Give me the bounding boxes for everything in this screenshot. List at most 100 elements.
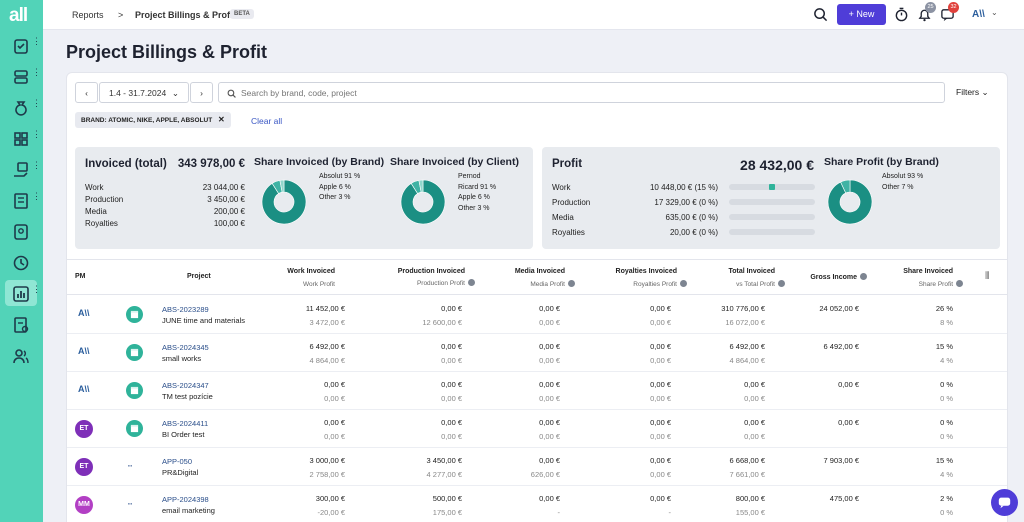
col-total-sub: vs Total Profit [657, 280, 785, 288]
search-field[interactable] [218, 82, 945, 103]
close-icon[interactable]: ✕ [218, 115, 225, 124]
cell-roy-profit: 0,00 € [650, 432, 671, 441]
sidebar-item-users[interactable] [5, 342, 37, 368]
cell-total-profit: 0,00 € [744, 394, 765, 403]
table-row[interactable]: A\\ ABS-2023289 JUNE time and materials 11 … [67, 296, 1007, 334]
app-logo[interactable]: all [9, 5, 28, 26]
col-work[interactable]: Work Invoiced [225, 267, 345, 275]
table-row[interactable]: A\\ ABS-2024347 TM test pozície 0,00 € 0,00 … [67, 372, 1007, 410]
table-row[interactable]: A\\ ABS-2024345 small works 6 492,00 € 4 864… [67, 334, 1007, 372]
sidebar-item-grid[interactable] [5, 125, 37, 151]
chat-bubble-icon [998, 497, 1011, 509]
table-row[interactable]: ET ▪▪▪ APP-050 PR&Digital 3 000,00 € 2 758,00… [67, 448, 1007, 486]
sidebar-item-report-doc[interactable] [5, 311, 37, 337]
donut-slice [418, 179, 424, 193]
col-production[interactable]: Production Invoiced [345, 267, 475, 275]
sidebar-item-contact-card[interactable] [5, 218, 37, 244]
col-royalties[interactable]: Royalties Invoiced [557, 267, 687, 275]
sidebar: all ⋮ ⋮ ⋮ ⋮ ⋮ ⋮ ⋮ [0, 0, 43, 522]
cell-media: 0,00 € [539, 494, 560, 503]
col-gross[interactable]: Gross Income [747, 273, 867, 281]
profit-media-bar [729, 214, 815, 220]
cell-roy: 0,00 € [650, 342, 671, 351]
cell-prod: 0,00 € [441, 418, 462, 427]
cell-prod-profit: 175,00 € [432, 508, 462, 517]
more-options-icon[interactable]: ⋮ [32, 36, 41, 46]
sidebar-item-clock[interactable] [5, 249, 37, 275]
cell-roy: 0,00 € [650, 380, 671, 389]
filters-button[interactable]: Filters ⌄ [956, 87, 989, 98]
info-icon[interactable] [956, 280, 963, 287]
table-row[interactable]: ET ABS-2024411 BI Order test 0,00 € 0,00 € 0,… [67, 410, 1007, 448]
share-profit-legend: Absolut 93 % Other 7 % [882, 172, 923, 193]
col-production-label: Production Invoiced [397, 268, 465, 275]
col-project[interactable]: Project [187, 273, 211, 280]
more-options-icon[interactable]: ⋮ [32, 160, 41, 170]
chat-icon[interactable] [940, 7, 955, 24]
date-range-picker[interactable]: 1.4 - 31.7.2024 ⌄ [99, 82, 189, 103]
project-code[interactable]: ABS-2023289 [162, 305, 209, 314]
breadcrumb-reports[interactable]: Reports [72, 10, 104, 20]
sidebar-item-bar-chart[interactable] [5, 280, 37, 306]
chevron-down-icon: ⌄ [171, 88, 179, 98]
brand-filter-chip: BRAND: ATOMIC, NIKE, APPLE, ABSOLUT ✕ [75, 112, 231, 128]
progress-fill [769, 184, 775, 190]
more-options-icon[interactable]: ⋮ [32, 67, 41, 77]
col-total-label: Total Invoiced [728, 268, 775, 275]
brand-store-icon [126, 344, 143, 361]
info-icon[interactable] [680, 280, 687, 287]
ledger-icon [14, 193, 28, 209]
search-input[interactable] [241, 86, 931, 100]
sidebar-item-stack[interactable] [5, 63, 37, 89]
share-brand-legend: Absolut 91 % Apple 6 % Other 3 % [319, 172, 360, 204]
search-icon[interactable] [813, 7, 828, 24]
chevron-down-icon[interactable]: ⌄ [991, 8, 998, 17]
project-code[interactable]: ABS-2024411 [162, 419, 209, 428]
col-pm[interactable]: PM [75, 273, 86, 280]
avatar[interactable]: MM [75, 496, 93, 514]
table-row[interactable]: MM ▪▪▪ APP-2024398 email marketing 300,00 € -… [67, 486, 1007, 522]
more-options-icon[interactable]: ⋮ [32, 129, 41, 139]
grid-icon [14, 132, 28, 146]
project-code[interactable]: ABS-2024347 [162, 381, 209, 390]
share-client-donut [400, 179, 446, 225]
project-name: TM test pozície [162, 392, 213, 401]
cell-share: 0 % [940, 380, 953, 389]
col-share-label: Share Invoiced [903, 268, 953, 275]
more-options-icon[interactable]: ⋮ [32, 98, 41, 108]
col-media[interactable]: Media Invoiced [445, 267, 575, 275]
brand-logo[interactable]: A\\ [972, 9, 985, 20]
new-button[interactable]: + New [837, 4, 886, 25]
donut-slice [827, 179, 873, 225]
cell-share-profit: 0 % [940, 508, 953, 517]
project-code[interactable]: ABS-2024345 [162, 343, 209, 352]
sidebar-item-ledger[interactable] [5, 187, 37, 213]
sidebar-item-clipboard-check[interactable] [5, 32, 37, 58]
column-settings-icon[interactable]: ⦀ [985, 271, 990, 282]
sidebar-item-hand-money[interactable] [5, 156, 37, 182]
more-options-icon[interactable]: ⋮ [32, 284, 41, 294]
invoiced-work-value: 23 044,00 € [202, 183, 245, 192]
more-options-icon[interactable]: ⋮ [32, 191, 41, 201]
sidebar-item-money-bag[interactable] [5, 94, 37, 120]
prev-period-button[interactable]: ‹ [75, 82, 98, 103]
info-icon[interactable] [860, 273, 867, 280]
col-total[interactable]: Total Invoiced [657, 267, 785, 275]
col-share[interactable]: Share Invoiced [843, 267, 963, 275]
clear-all-link[interactable]: Clear all [251, 116, 283, 126]
legend-item: Other 3 % [319, 194, 351, 201]
cell-media-profit: 626,00 € [530, 470, 560, 479]
cell-share: 15 % [935, 456, 953, 465]
profit-total: 28 432,00 € [740, 157, 814, 173]
info-icon[interactable] [778, 280, 785, 287]
project-code[interactable]: APP-2024398 [162, 495, 209, 504]
chat-widget-button[interactable] [991, 489, 1018, 516]
project-code[interactable]: APP-050 [162, 457, 193, 466]
cell-prod: 3 450,00 € [426, 456, 462, 465]
info-icon[interactable] [468, 279, 475, 286]
avatar[interactable]: ET [75, 458, 93, 476]
next-period-button[interactable]: › [190, 82, 213, 103]
info-icon[interactable] [568, 280, 575, 287]
timer-icon[interactable] [894, 7, 909, 24]
avatar[interactable]: ET [75, 420, 93, 438]
